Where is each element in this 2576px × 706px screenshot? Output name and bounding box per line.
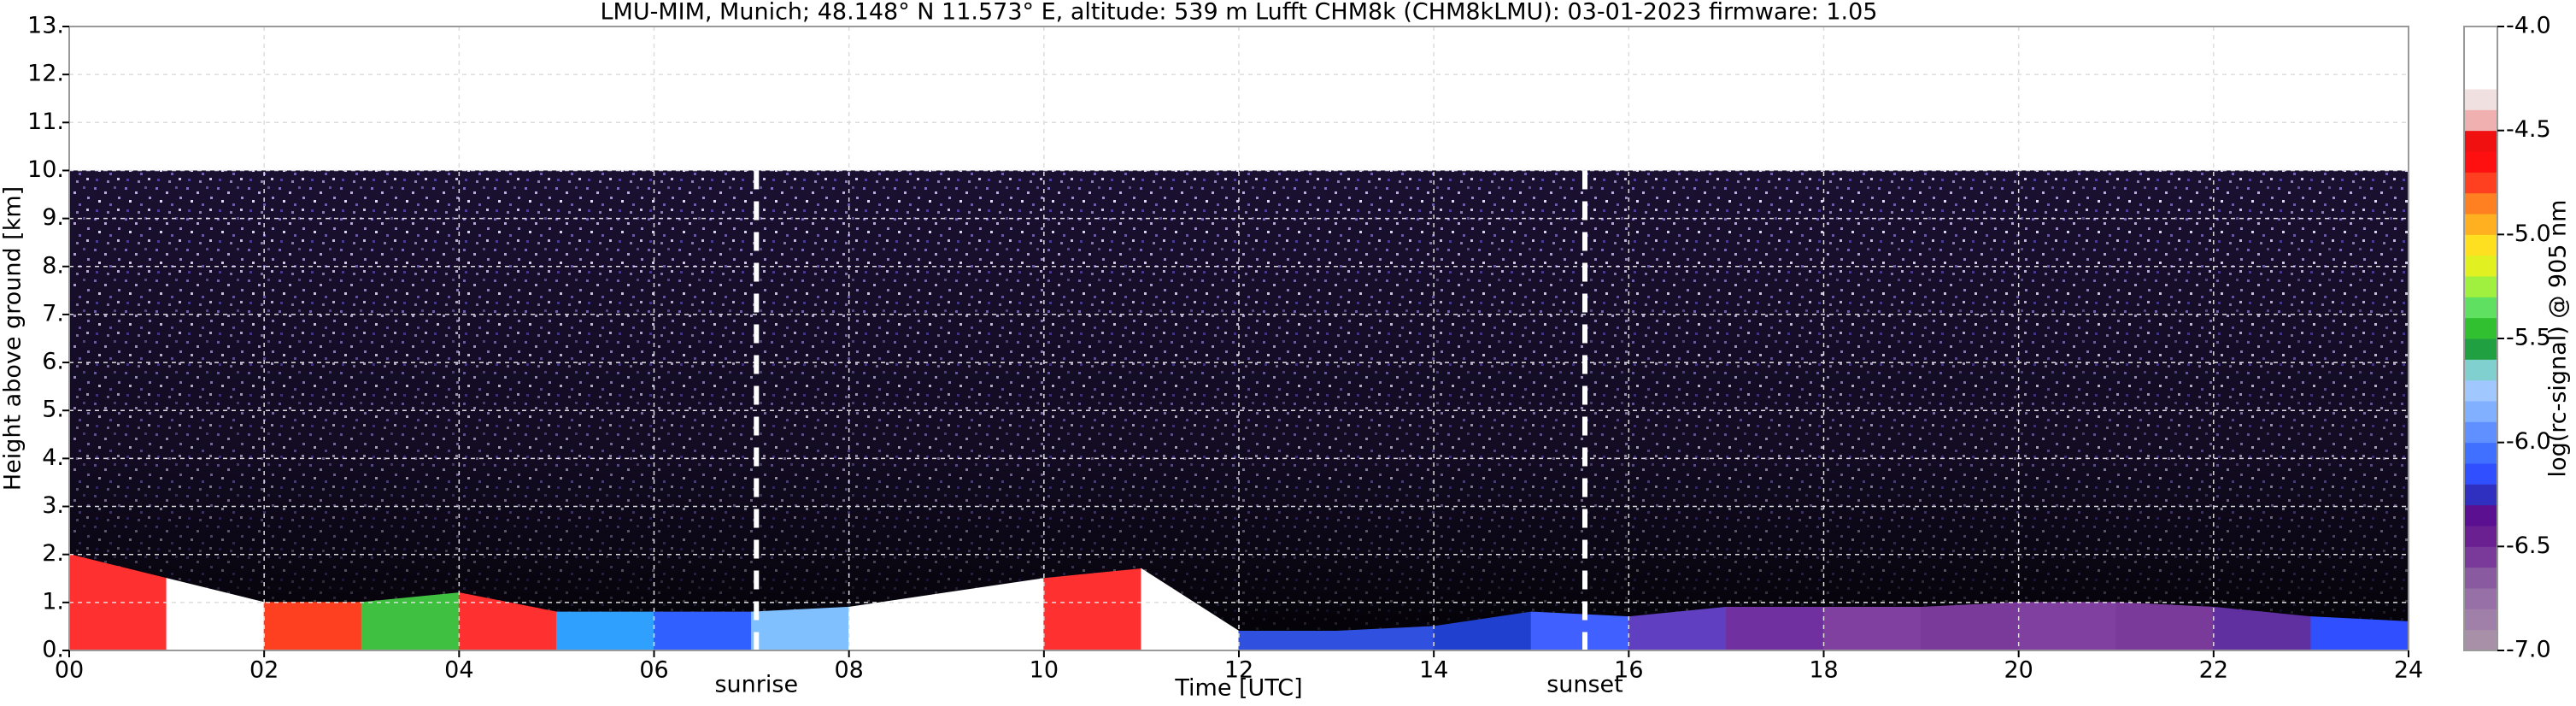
colorbar-label: log(rc-signal) @ 905 nm [2545,200,2572,478]
x-axis-label: Time [UTC] [1174,675,1302,702]
y-tick-label: 11. [27,109,64,135]
colorbar-segment [2464,297,2497,319]
aerosol-layer [263,602,362,651]
y-tick-label: 0. [42,637,64,663]
colorbar-tick-label: -4.0 [2506,13,2551,39]
aerosol-layer [1238,631,1337,651]
y-tick-label: 12. [27,61,64,87]
colorbar-segment [2464,151,2497,173]
y-tick-label: 5. [42,397,64,423]
aerosol-layer [1530,611,1629,651]
y-tick-label: 10. [27,156,64,183]
aerosol-layer [2310,616,2409,651]
x-tick-label: 20 [2004,657,2033,684]
x-tick-label: 22 [2199,657,2228,684]
colorbar-segment [2464,47,2497,69]
colorbar-segment [2464,379,2497,402]
event-label: sunset [1546,672,1623,698]
x-tick-label: 02 [249,657,279,684]
colorbar-segment [2464,26,2497,48]
colorbar-segment [2464,338,2497,360]
colorbar-segment [2464,567,2497,589]
aerosol-layer [555,611,654,651]
colorbar-segment [2464,192,2497,215]
y-tick-label: 3. [42,492,64,519]
colorbar-segment [2464,463,2497,485]
y-axis-label: Height above ground [km] [0,186,26,491]
colorbar-segment [2464,89,2497,110]
colorbar-tick-label: -6.5 [2506,532,2551,559]
y-tick-label: 2. [42,540,64,567]
colorbar-tick-label: -7.0 [2506,637,2551,663]
colorbar-segment [2464,172,2497,194]
chart-title: LMU-MIM, Munich; 48.148° N 11.573° E, al… [601,0,1878,26]
y-tick-label: 8. [42,252,64,279]
x-tick-label: 06 [639,657,668,684]
colorbar-segment [2464,109,2497,132]
colorbar-tick-label: -4.5 [2506,116,2551,143]
y-tick-label: 6. [42,349,64,375]
y-tick-label: 1. [42,588,64,615]
aerosol-layer [2115,602,2215,651]
colorbar-segment [2464,255,2497,277]
aerosol-layer [751,606,850,651]
aerosol-layer [2018,602,2117,651]
aerosol-layer [361,592,460,651]
x-tick-label: 12 [1224,657,1253,684]
colorbar-segment [2464,609,2497,631]
aerosol-layer [1043,568,1142,651]
colorbar-segment [2464,276,2497,297]
y-tick-label: 13. [27,13,64,39]
x-tick-label: 24 [2394,657,2423,684]
x-tick-label: 10 [1030,657,1059,684]
colorbar-segment [2464,504,2497,527]
colorbar-tick-label: -5.0 [2506,221,2551,247]
colorbar-segment [2464,546,2497,568]
colorbar-segment [2464,68,2497,90]
colorbar-segment [2464,317,2497,339]
colorbar-segment [2464,588,2497,609]
colorbar-tick-label: -6.0 [2506,428,2551,455]
aerosol-layer [1725,606,1824,651]
colorbar-segment [2464,526,2497,547]
colorbar-segment [2464,442,2497,464]
colorbar-segment [2464,484,2497,506]
x-tick-label: 14 [1419,657,1448,684]
colorbar-segment [2464,234,2497,256]
colorbar-segment [2464,214,2497,235]
colorbar-segment [2464,629,2497,651]
y-tick-label: 7. [42,300,64,327]
aerosol-layer [1823,606,1922,651]
x-tick-label: 04 [444,657,473,684]
colorbar-segment [2464,421,2497,444]
colorbar-segment [2464,130,2497,152]
event-label: sunrise [714,672,798,698]
colorbar-segment [2464,359,2497,381]
aerosol-layer [1921,602,2020,651]
y-tick-label: 4. [42,444,64,471]
x-tick-label: 00 [55,657,84,684]
colorbar-tick-label: -5.5 [2506,325,2551,351]
aerosol-layer [654,611,753,651]
x-tick-label: 16 [1614,657,1643,684]
x-tick-label: 18 [1809,657,1838,684]
colorbar-segment [2464,401,2497,422]
y-tick-label: 9. [42,204,64,231]
x-tick-label: 08 [834,657,863,684]
